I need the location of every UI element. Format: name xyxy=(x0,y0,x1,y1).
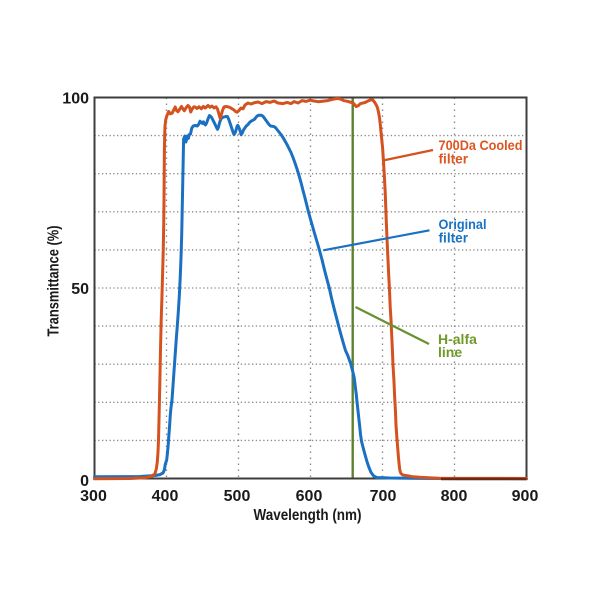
svg-text:50: 50 xyxy=(71,281,89,298)
svg-text:700: 700 xyxy=(370,488,397,505)
svg-text:400: 400 xyxy=(152,488,179,505)
svg-text:filter: filter xyxy=(439,230,469,246)
svg-text:Wavelength (nm): Wavelength (nm) xyxy=(254,507,362,524)
svg-text:Original: Original xyxy=(439,216,487,232)
svg-text:800: 800 xyxy=(441,488,468,505)
svg-text:100: 100 xyxy=(62,91,89,108)
svg-text:300: 300 xyxy=(80,488,107,505)
svg-text:900: 900 xyxy=(512,488,539,505)
svg-text:line: line xyxy=(438,344,462,360)
svg-text:Transmittance (%): Transmittance (%) xyxy=(46,226,63,337)
svg-text:0: 0 xyxy=(80,473,89,490)
svg-text:700Da Cooled: 700Da Cooled xyxy=(439,137,523,153)
svg-text:H-alfa: H-alfa xyxy=(438,331,477,347)
svg-text:filter: filter xyxy=(439,151,469,167)
svg-text:600: 600 xyxy=(296,488,323,505)
svg-text:500: 500 xyxy=(224,488,251,505)
